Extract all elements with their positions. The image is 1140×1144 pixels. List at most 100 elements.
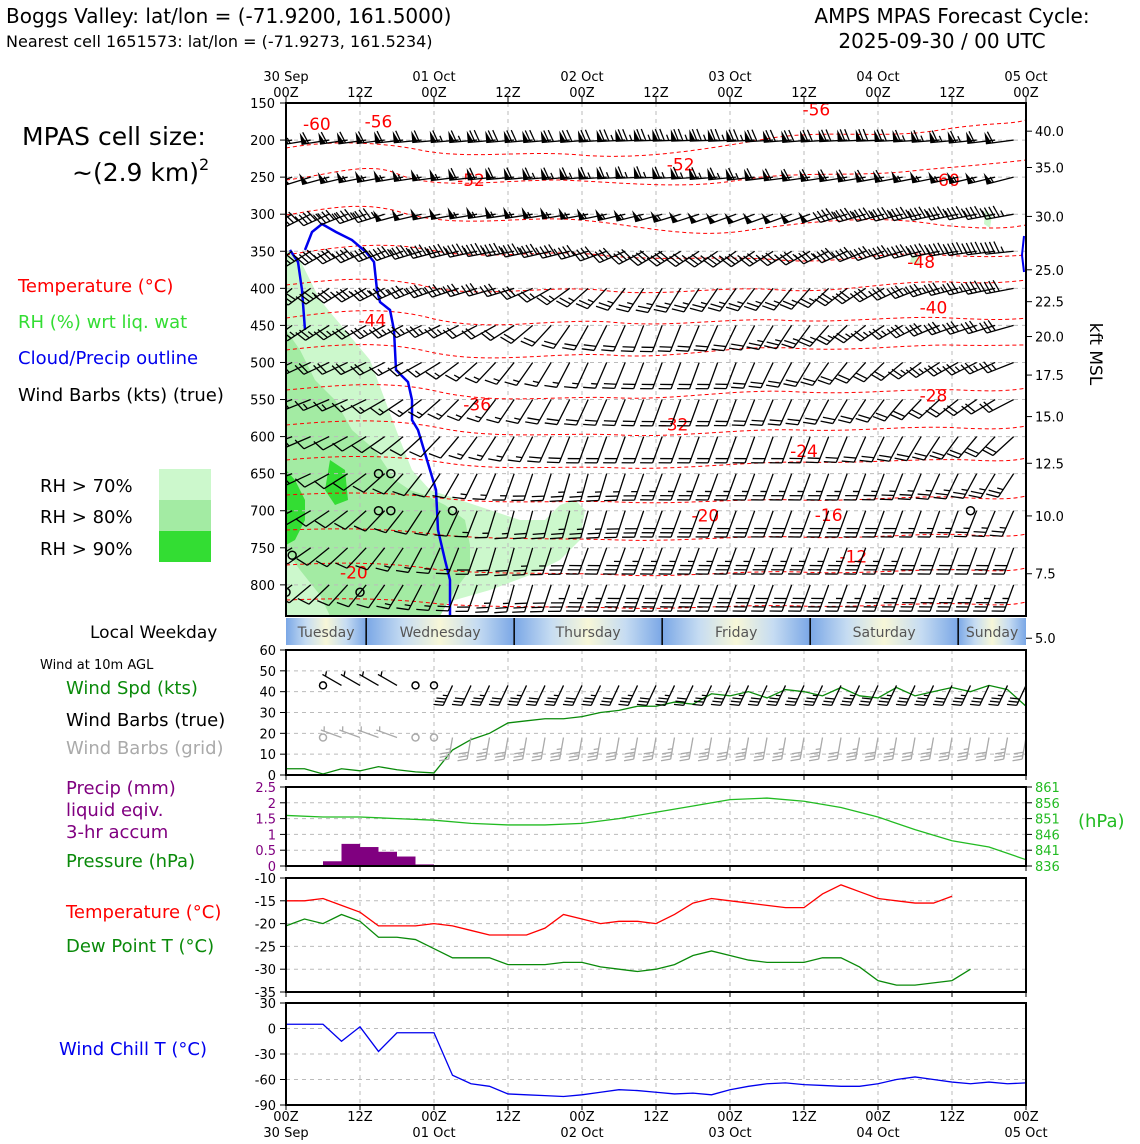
barb-full [681,752,691,754]
barb-full [806,698,816,699]
barb-full [475,575,487,576]
wind-barb [986,474,1013,497]
barb-full [600,704,610,705]
bottom-date-label: 04 Oct [856,1126,899,1140]
barb-full [674,305,686,308]
wind-barb [844,511,866,537]
wind-barb [530,585,551,612]
barb-full [587,759,597,761]
barb-full [897,701,907,702]
wind-barb [640,548,662,574]
barb-full [514,752,524,754]
barb-full [620,701,630,702]
barb-full [449,456,461,460]
wind-barb [473,474,496,500]
barb-full [953,492,965,494]
barb-full [547,462,559,463]
isotherm-label: -56 [365,112,393,132]
barb-half [974,366,978,371]
wind-barb [714,362,736,388]
barb-half [400,329,404,333]
barb-half [532,173,535,179]
barb-full [436,573,448,574]
barb-half [997,488,1003,490]
barb-full [714,698,724,699]
barb-full [604,129,609,141]
barb-full [564,387,576,388]
barb-full [859,704,869,705]
barb-full [488,459,500,461]
barb-full [618,704,628,705]
barb-half [475,416,481,418]
barb-full [259,260,269,267]
barb-full [748,704,758,705]
wind-barb [844,585,866,611]
wind-barb [973,548,995,574]
pressure-tick-label: 350 [250,245,275,260]
wind-barb [696,548,718,574]
barb-full [546,701,556,702]
wind-barb [587,738,600,761]
wind-barb [862,511,884,537]
calm-circle [412,734,419,741]
wind-barb [556,288,588,307]
barb-full [599,303,611,307]
barb-full [974,532,986,533]
barb-full [606,756,616,758]
barb-full [736,756,746,758]
bottom-hour-label: 00Z [1013,1110,1039,1125]
barb-full [821,377,833,381]
barb-full [532,759,542,761]
precip-bar [342,844,361,866]
barb-half [756,301,762,303]
wind-barb [770,437,792,463]
weekday-name: Sunday [966,625,1018,641]
barb-half [683,303,689,305]
barb-full [587,533,599,534]
wind-barb [936,511,958,537]
barb-full [712,701,722,702]
wind-barb [939,738,952,761]
wind-barb [698,738,711,761]
kft-tick-label: 22.5 [1035,296,1064,311]
wind-barb [951,474,977,499]
barb-half [939,136,942,142]
wind-barb [320,682,327,689]
barb-full [826,457,838,458]
barb-half [1000,528,1006,529]
barb-full [513,759,523,761]
barb-full [506,421,518,424]
temperature-line [286,885,952,935]
cell-size-exp: 2 [199,155,209,174]
barb-full [513,570,525,571]
barb-full [842,461,854,462]
barb-full [840,704,850,705]
wind-barb [899,511,921,537]
kft-tick-label: 20.0 [1035,331,1064,346]
wind-barb [511,474,532,501]
legend-rh80-swatch [159,500,211,531]
wind-barb [684,251,717,267]
wind-barb [984,132,1013,144]
barb-half [955,367,959,371]
barb-full [856,418,868,422]
wind-barb [809,738,822,761]
barb-half [776,695,781,696]
wind-barb [640,362,662,388]
barb-full [277,439,285,448]
barb-full [971,701,981,702]
wind-barb [603,548,625,574]
wind-barb [770,474,792,500]
pressure-tick-label: 836 [1035,860,1060,875]
barb-full [607,752,617,754]
barb-full [785,704,795,705]
wind-barb [640,325,662,351]
barb-full [916,701,926,702]
wind-barb [566,548,588,574]
y-tick-label: -25 [255,940,276,955]
barb-full [588,756,598,758]
calm-circle [320,734,327,741]
wind-barb [766,685,785,705]
wind-barb [788,548,810,574]
